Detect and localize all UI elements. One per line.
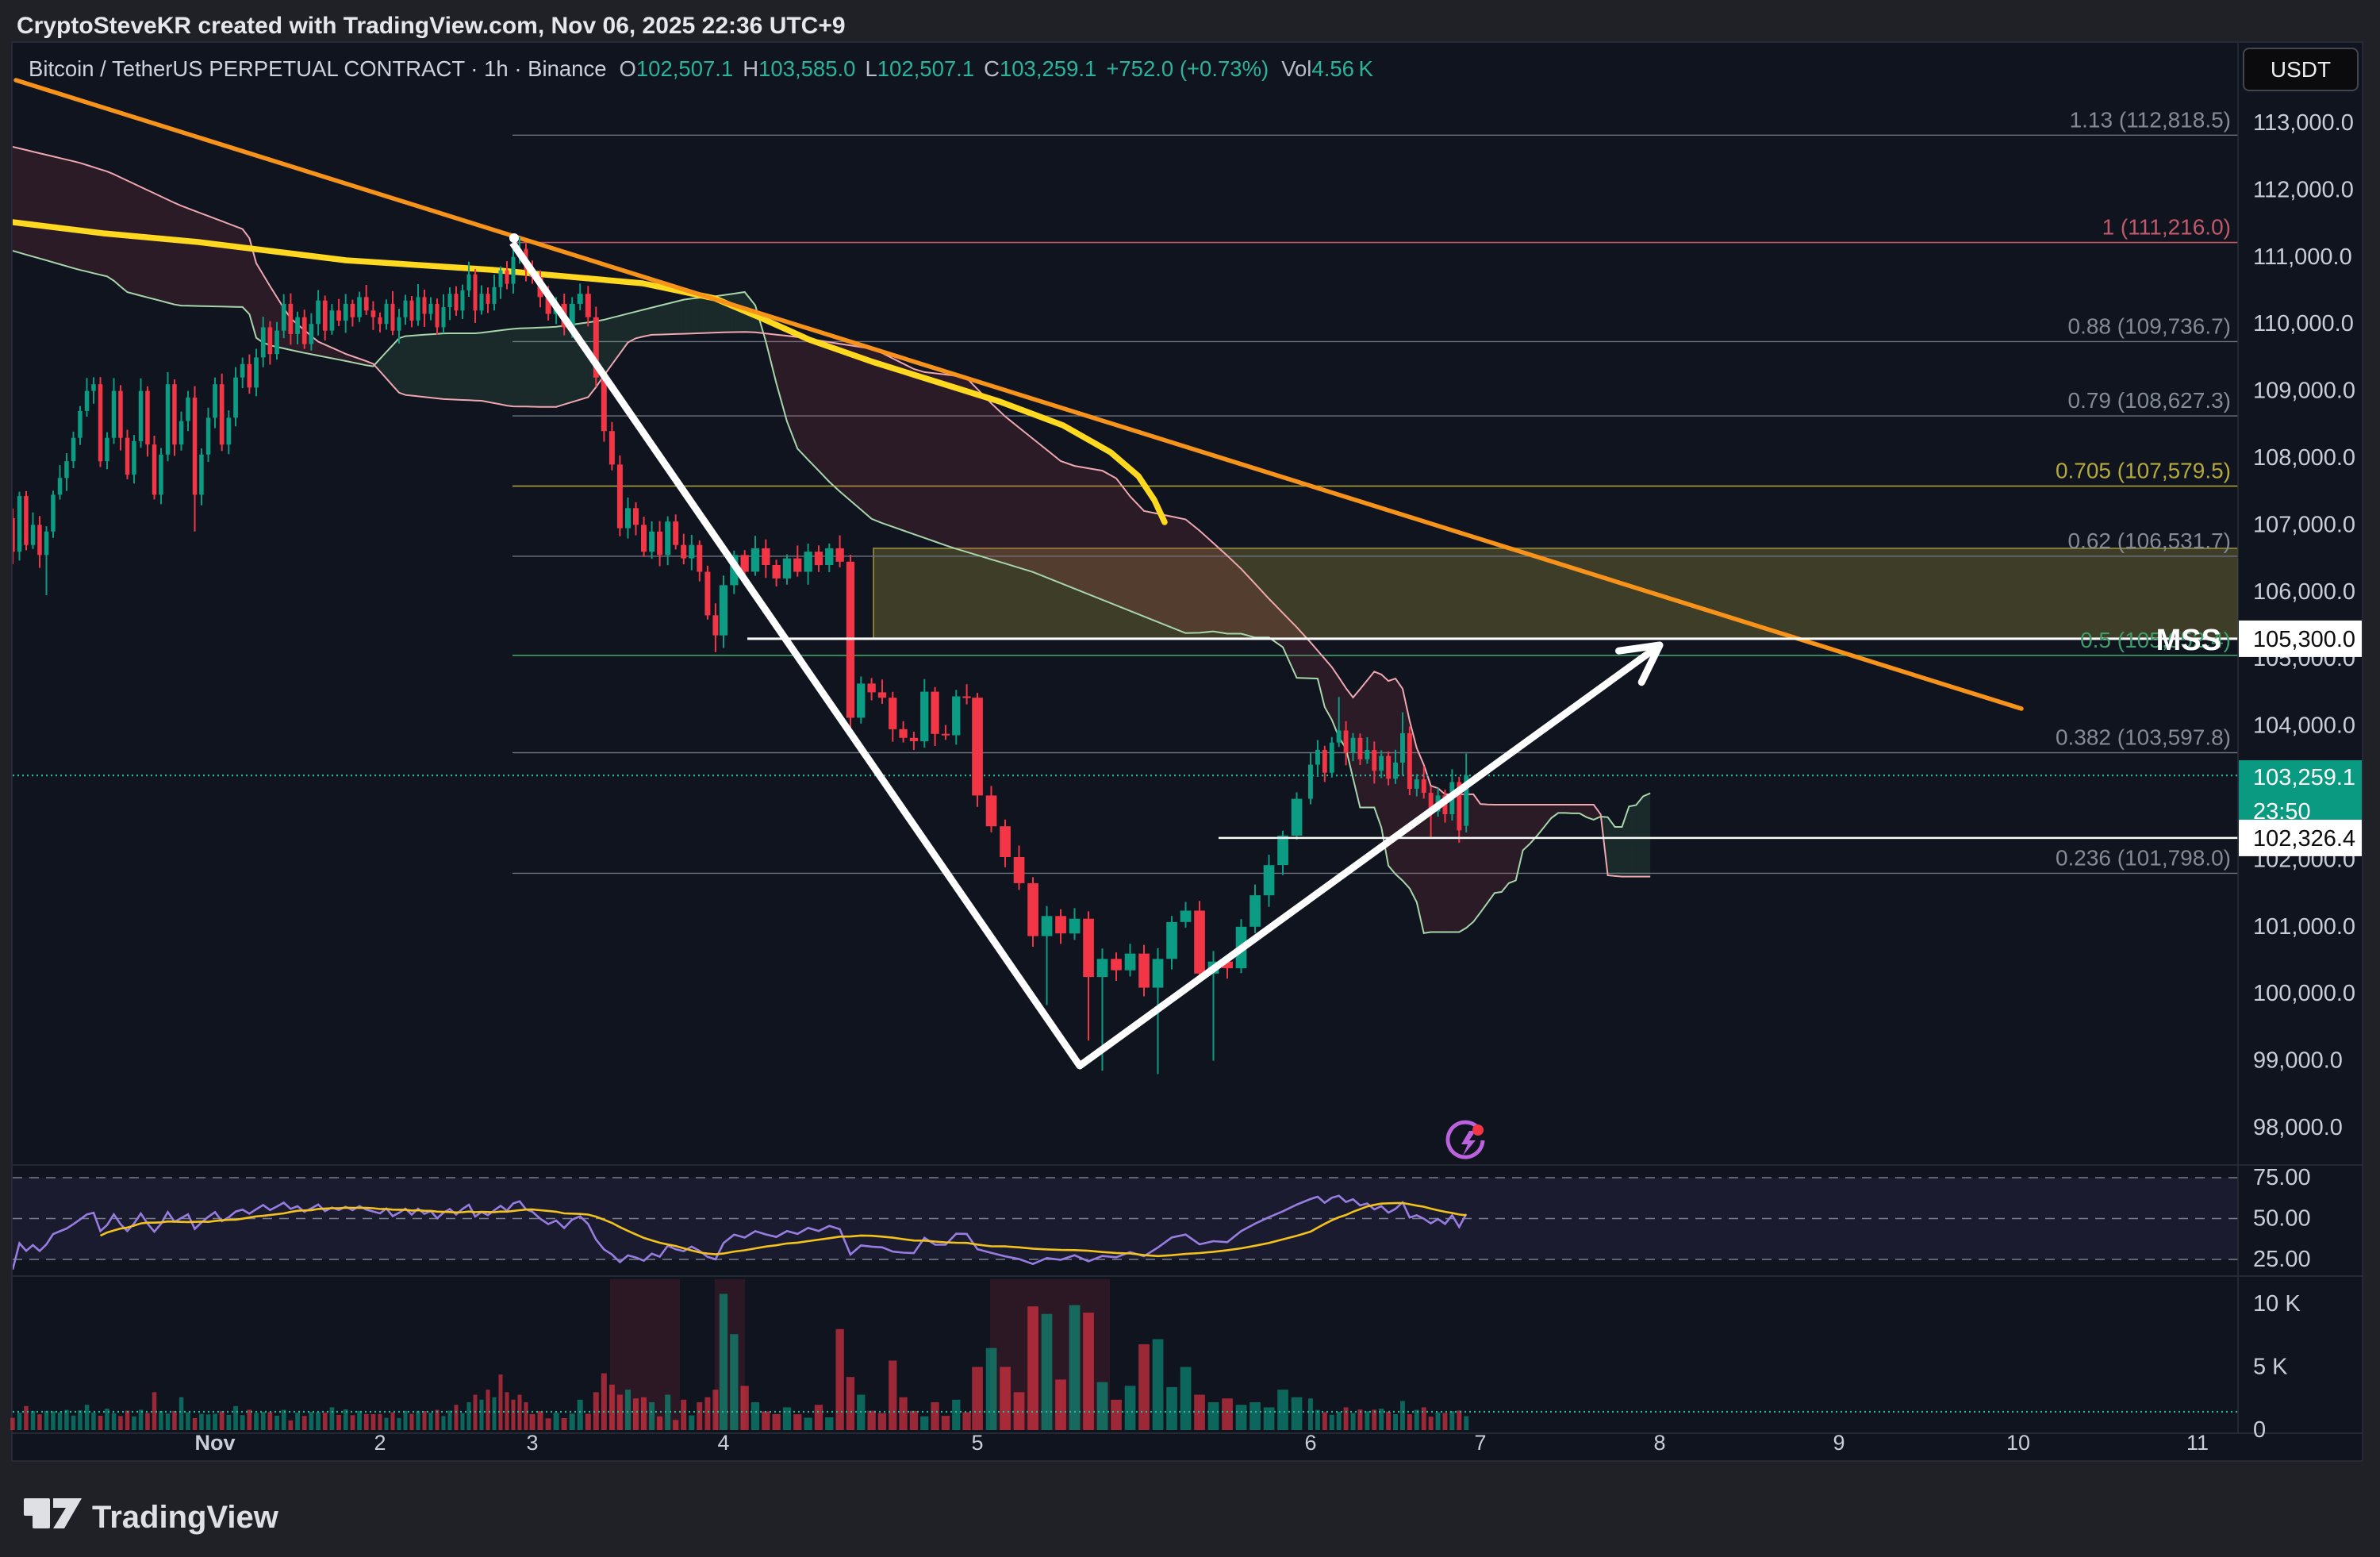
svg-text:9: 9 (1833, 1431, 1844, 1455)
svg-text:103,259.1: 103,259.1 (2253, 765, 2355, 790)
svg-text:0.5 (105,052.4): 0.5 (105,052.4) (2080, 628, 2231, 652)
svg-text:11: 11 (2186, 1431, 2209, 1455)
svg-text:99,000.0: 99,000.0 (2253, 1048, 2343, 1074)
svg-text:0.62 (106,531.7): 0.62 (106,531.7) (2068, 529, 2232, 553)
svg-text:Nov: Nov (194, 1431, 235, 1455)
svg-text:101,000.0: 101,000.0 (2253, 914, 2355, 940)
svg-text:3: 3 (526, 1431, 538, 1455)
svg-text:MSS: MSS (2156, 624, 2221, 657)
svg-text:8: 8 (1653, 1431, 1665, 1455)
svg-text:98,000.0: 98,000.0 (2253, 1115, 2343, 1140)
svg-text:7: 7 (1474, 1431, 1486, 1455)
svg-text:0: 0 (2253, 1417, 2266, 1443)
svg-text:TradingView: TradingView (92, 1500, 279, 1535)
svg-text:102,326.4: 102,326.4 (2253, 826, 2355, 852)
svg-text:4: 4 (717, 1431, 729, 1455)
svg-text:USDT: USDT (2271, 57, 2331, 82)
svg-text:2: 2 (374, 1431, 386, 1455)
svg-text:107,000.0: 107,000.0 (2253, 512, 2355, 537)
svg-text:10 K: 10 K (2253, 1291, 2301, 1317)
svg-text:109,000.0: 109,000.0 (2253, 379, 2355, 404)
svg-text:10: 10 (2006, 1431, 2030, 1455)
svg-text:105,300.0: 105,300.0 (2253, 627, 2355, 652)
svg-text:108,000.0: 108,000.0 (2253, 445, 2355, 471)
svg-text:113,000.0: 113,000.0 (2253, 110, 2354, 136)
svg-text:110,000.0: 110,000.0 (2253, 311, 2354, 336)
svg-text:6: 6 (1304, 1431, 1316, 1455)
svg-text:0.382 (103,597.8): 0.382 (103,597.8) (2056, 725, 2231, 750)
svg-text:50.00: 50.00 (2253, 1206, 2311, 1232)
svg-text:5: 5 (971, 1431, 983, 1455)
svg-text:5 K: 5 K (2253, 1355, 2288, 1380)
svg-text:1 (111,216.0): 1 (111,216.0) (2102, 215, 2231, 240)
svg-text:25.00: 25.00 (2253, 1247, 2311, 1272)
svg-text:104,000.0: 104,000.0 (2253, 713, 2355, 739)
svg-text:0.705 (107,579.5): 0.705 (107,579.5) (2056, 459, 2231, 483)
svg-text:100,000.0: 100,000.0 (2253, 981, 2355, 1006)
svg-text:1.13 (112,818.5): 1.13 (112,818.5) (2070, 107, 2231, 132)
svg-text:0.79 (108,627.3): 0.79 (108,627.3) (2068, 388, 2232, 413)
svg-text:CryptoSteveKR created with Tra: CryptoSteveKR created with TradingView.c… (17, 13, 846, 39)
svg-text:106,000.0: 106,000.0 (2253, 579, 2355, 605)
svg-text:0.236 (101,798.0): 0.236 (101,798.0) (2056, 845, 2231, 870)
svg-text:75.00: 75.00 (2253, 1165, 2311, 1190)
svg-text:Bitcoin / TetherUS PERPETUAL C: Bitcoin / TetherUS PERPETUAL CONTRACT · … (29, 56, 1373, 81)
svg-text:0.88 (109,736.7): 0.88 (109,736.7) (2068, 313, 2232, 338)
svg-text:111,000.0: 111,000.0 (2253, 244, 2352, 270)
svg-text:112,000.0: 112,000.0 (2253, 177, 2354, 202)
